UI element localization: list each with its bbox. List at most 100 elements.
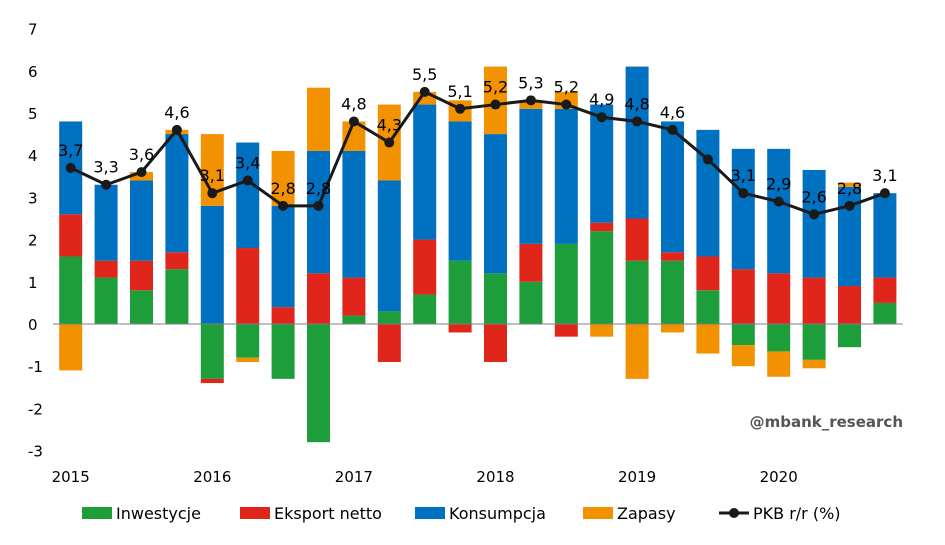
gdp-data-label: 5,1 xyxy=(447,82,472,101)
legend-swatch xyxy=(240,507,270,519)
gdp-point xyxy=(171,124,182,135)
bar-segment xyxy=(236,357,260,362)
gdp-point xyxy=(844,200,855,211)
bar-segment xyxy=(838,186,861,287)
legend-swatch xyxy=(82,507,112,519)
bar-segment xyxy=(377,311,401,324)
bar-segment xyxy=(484,273,507,324)
bar-segment xyxy=(590,231,614,324)
gdp-point xyxy=(101,179,112,190)
bar-segment xyxy=(696,324,720,354)
bar-segment xyxy=(307,87,330,151)
bar-segment xyxy=(661,260,684,324)
bar-segment xyxy=(554,243,578,324)
bar-segment xyxy=(130,260,153,291)
gdp-data-labels: 3,7 3,3 3,6 4,6 3,1 3,4 2,8 2,8 4,8 4,3 5,5 5,1 5,2 5… xyxy=(58,65,898,206)
bar-segment xyxy=(200,205,224,324)
bar-segment xyxy=(731,345,755,367)
bar-segment xyxy=(767,324,791,352)
bar-segment xyxy=(413,239,437,295)
gdp-data-label: 5,5 xyxy=(412,65,437,84)
gdp-point xyxy=(809,209,820,220)
bar-segment xyxy=(873,277,897,303)
bar-segment xyxy=(94,184,118,261)
y-tick-label: 4 xyxy=(28,147,38,165)
bar-segment xyxy=(307,324,330,443)
bars-layer xyxy=(59,66,897,443)
bar-segment xyxy=(590,222,614,232)
bar-segment xyxy=(94,277,118,324)
bar-segment xyxy=(448,260,472,324)
bar-segment xyxy=(377,180,401,312)
bar-segment xyxy=(802,324,826,360)
gdp-data-label: 4,9 xyxy=(589,90,614,109)
bar-segment xyxy=(625,260,649,324)
gdp-data-label: 4,3 xyxy=(377,116,402,135)
bar-segment xyxy=(554,324,578,337)
bar-segment xyxy=(342,315,366,324)
bar-segment xyxy=(519,243,543,282)
bar-segment xyxy=(59,324,83,371)
bar-segment xyxy=(342,277,366,316)
gdp-data-label: 3,4 xyxy=(235,154,260,173)
gdp-data-label: 2,6 xyxy=(801,187,826,206)
bar-segment xyxy=(767,273,791,324)
bar-segment xyxy=(413,294,437,324)
gdp-point xyxy=(136,167,147,178)
gdp-point xyxy=(667,124,678,135)
bar-segment xyxy=(661,252,684,261)
legend: Inwestycje Eksport netto Konsumpcja Zapasy P… xyxy=(82,504,841,523)
legend-label: Inwestycje xyxy=(116,504,201,523)
bar-segment xyxy=(165,269,189,324)
gdp-data-label: 4,6 xyxy=(164,103,189,122)
gdp-point xyxy=(879,188,890,199)
bar-segment xyxy=(448,121,472,261)
gdp-data-label: 4,8 xyxy=(624,94,649,113)
bar-segment xyxy=(200,378,224,384)
gdp-line-series xyxy=(65,86,890,220)
gdp-point xyxy=(348,116,359,127)
bar-segment xyxy=(165,252,189,270)
x-tick-label: 2016 xyxy=(193,468,231,486)
x-tick-label: 2017 xyxy=(335,468,373,486)
legend-swatch xyxy=(415,507,445,519)
legend-line-marker xyxy=(729,508,739,518)
gdp-data-label: 4,6 xyxy=(660,103,685,122)
bar-segment xyxy=(448,324,472,333)
bar-segment xyxy=(838,286,861,324)
bar-segment xyxy=(661,324,684,333)
gdp-data-label: 5,2 xyxy=(483,78,508,97)
bar-segment xyxy=(802,359,826,369)
legend-label: PKB r/r (%) xyxy=(753,504,841,523)
y-tick-label: 5 xyxy=(28,105,38,123)
bar-segment xyxy=(165,134,189,253)
x-tick-label: 2015 xyxy=(52,468,90,486)
bar-segment xyxy=(519,108,543,244)
bar-segment xyxy=(590,104,614,223)
bar-segment xyxy=(307,273,330,324)
legend-swatch xyxy=(583,507,613,519)
bar-segment xyxy=(271,307,295,324)
bar-segment xyxy=(59,256,83,324)
bar-segment xyxy=(130,290,153,324)
bar-segment xyxy=(661,121,684,253)
gdp-data-label: 3,1 xyxy=(731,166,756,185)
bar-segment xyxy=(838,324,861,348)
bar-segment xyxy=(802,277,826,324)
gdp-point xyxy=(632,116,643,127)
gdp-data-label: 3,6 xyxy=(129,145,154,164)
gdp-point xyxy=(313,200,324,211)
y-tick-label: 6 xyxy=(28,63,38,81)
bar-segment xyxy=(625,324,649,379)
bar-segment xyxy=(696,290,720,324)
bar-segment xyxy=(802,169,826,278)
gdp-point xyxy=(455,103,466,114)
bar-segment xyxy=(838,182,861,187)
bar-segment xyxy=(342,121,366,151)
bar-segment xyxy=(271,150,295,206)
y-tick-label: -3 xyxy=(28,443,43,461)
gdp-point xyxy=(525,95,536,106)
x-tick-label: 2019 xyxy=(618,468,656,486)
gdp-data-label: 2,9 xyxy=(766,175,791,194)
x-tick-label: 2018 xyxy=(476,468,514,486)
